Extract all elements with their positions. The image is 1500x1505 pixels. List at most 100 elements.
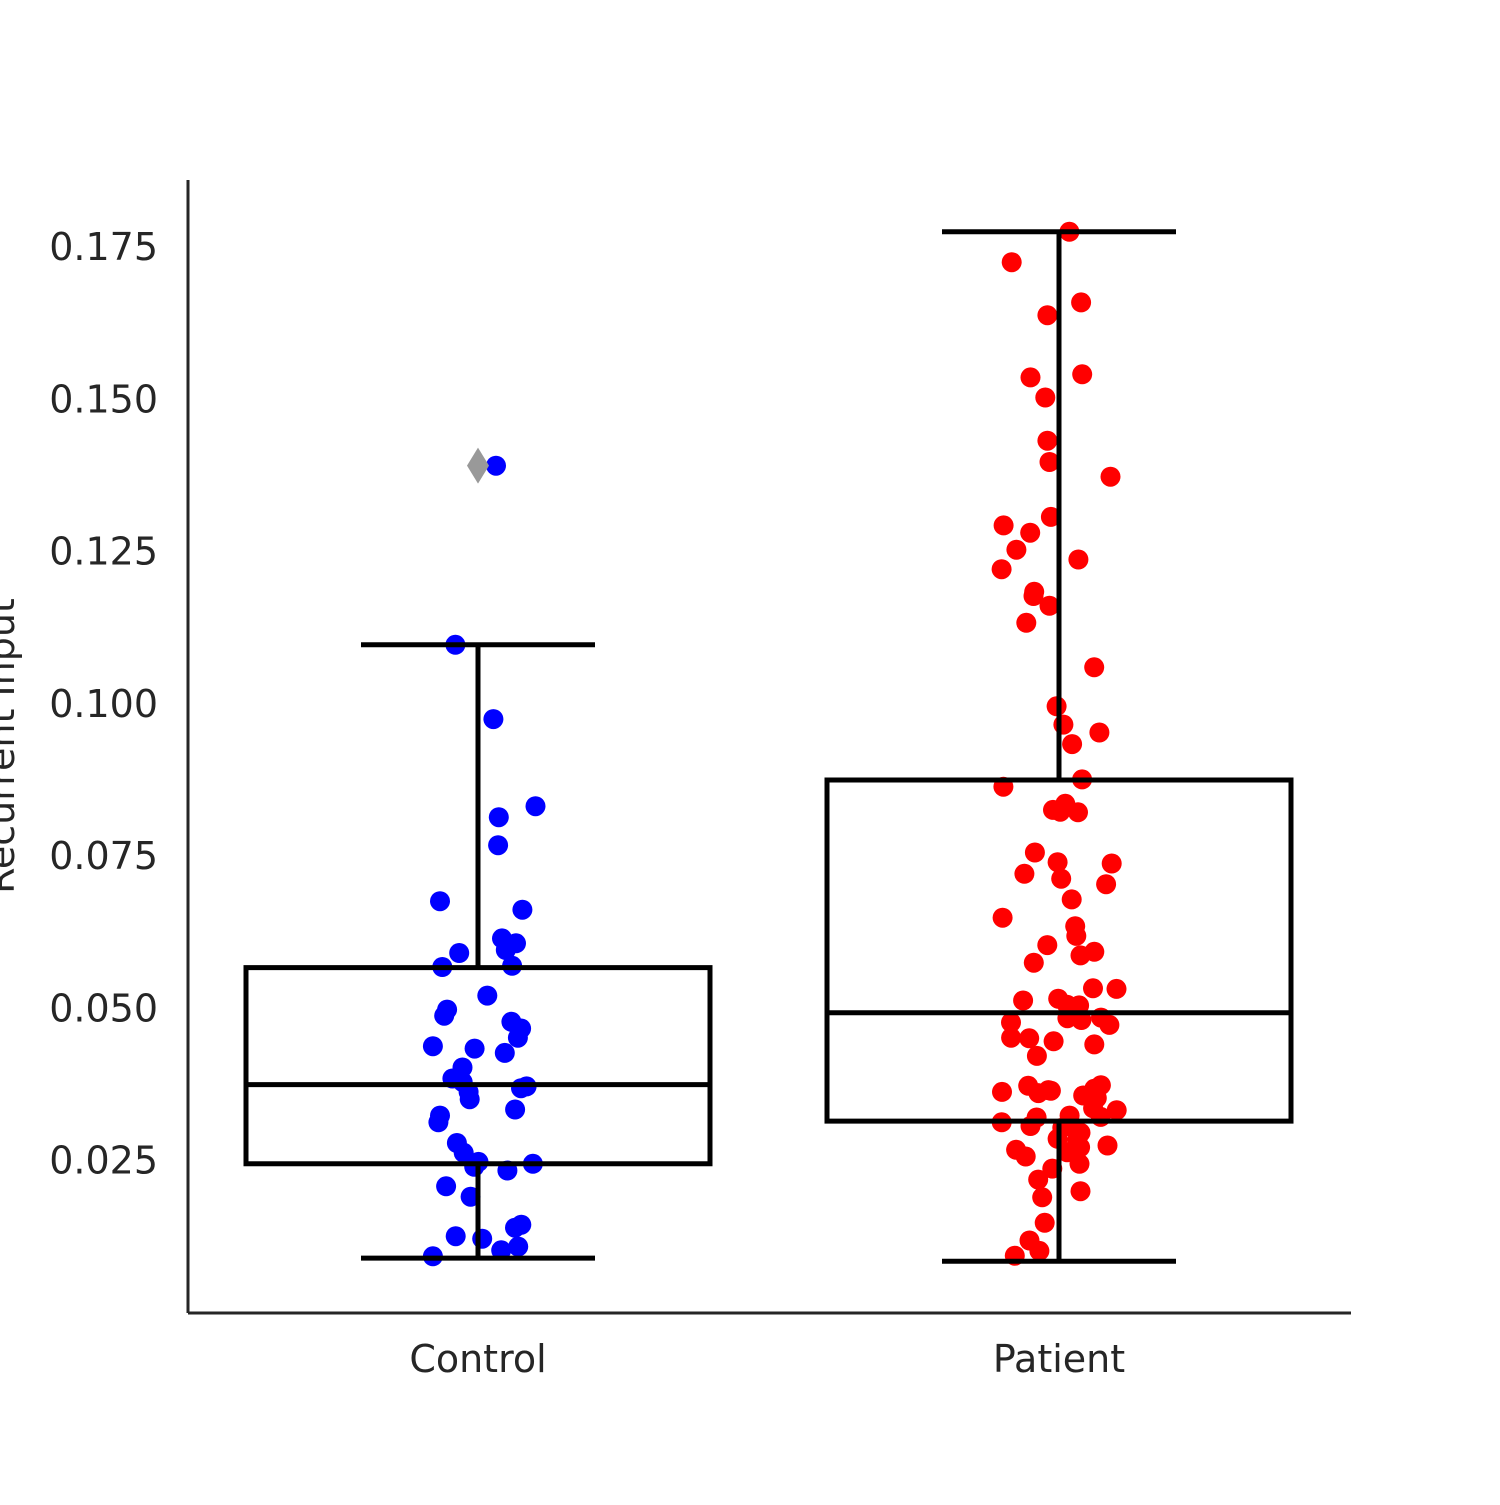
data-point-patient (1100, 466, 1121, 487)
data-point-control (488, 807, 509, 828)
data-point-control (477, 985, 498, 1006)
data-point-patient (1106, 1100, 1127, 1121)
data-point-patient (993, 515, 1014, 536)
data-points-layer (422, 221, 1127, 1267)
data-point-control (483, 709, 504, 730)
data-point-patient (1062, 734, 1083, 755)
data-point-patient (1028, 1083, 1049, 1104)
data-point-patient (1037, 430, 1058, 451)
outlier-marker-control (467, 447, 489, 484)
data-point-patient (1006, 539, 1027, 560)
data-point-patient (991, 559, 1012, 580)
data-point-patient (1024, 842, 1045, 863)
data-point-patient (1028, 1169, 1049, 1190)
data-point-patient (1037, 935, 1058, 956)
data-point-control (428, 1112, 449, 1133)
data-point-control (464, 1156, 485, 1177)
data-point-patient (992, 1081, 1012, 1102)
x-tick-label-control: Control (409, 1337, 546, 1381)
data-point-patient (1040, 506, 1061, 527)
data-point-patient (1014, 863, 1035, 884)
data-point-control (511, 1078, 531, 1099)
data-point-patient (1029, 1240, 1050, 1261)
data-point-patient (1020, 367, 1041, 388)
iqr-box-patient (824, 777, 1294, 1124)
data-point-patient (1039, 452, 1060, 472)
data-point-control (491, 1240, 512, 1261)
boxes-layer (243, 229, 1294, 1264)
data-point-control (525, 796, 546, 817)
data-point-control (505, 1099, 526, 1120)
data-point-patient (1035, 387, 1056, 408)
data-point-patient (1097, 1135, 1118, 1156)
data-point-patient (1070, 1181, 1091, 1202)
data-point-patient (1043, 1031, 1064, 1052)
data-point-patient (992, 907, 1013, 928)
x-ticks-layer: Control Patient (409, 1337, 1125, 1381)
data-point-control (495, 940, 516, 960)
data-point-patient (1019, 1028, 1040, 1049)
data-point-control (459, 1089, 480, 1110)
data-point-control (434, 1005, 455, 1026)
y-tick-label: 0.075 (49, 834, 158, 878)
data-point-control (488, 835, 509, 856)
data-point-patient (1096, 874, 1117, 895)
data-point-control (453, 1142, 474, 1163)
data-point-patient (1068, 549, 1089, 570)
data-point-patient (1050, 801, 1071, 822)
data-point-control (512, 899, 533, 920)
data-point-patient (1039, 595, 1060, 616)
data-point-patient (1032, 1187, 1053, 1208)
data-point-patient (1051, 868, 1072, 889)
data-point-patient (1016, 612, 1037, 633)
data-point-patient (1070, 945, 1091, 966)
data-point-patient (1026, 1045, 1047, 1066)
data-point-patient (1001, 1027, 1022, 1048)
data-point-patient (1083, 978, 1103, 999)
y-tick-label: 0.100 (49, 682, 158, 726)
data-point-patient (1013, 990, 1034, 1011)
data-point-patient (1099, 1014, 1120, 1035)
data-point-patient (1037, 305, 1058, 326)
y-ticks-layer: 0.025 0.050 0.075 0.100 0.125 0.150 0.175 (49, 225, 158, 1183)
data-point-patient (1061, 889, 1082, 910)
data-point-control (494, 1042, 515, 1063)
data-point-patient (1066, 925, 1087, 946)
data-point-control (472, 1228, 493, 1249)
data-point-control (449, 943, 470, 963)
data-point-control (464, 1038, 485, 1059)
axes-layer (186, 180, 1351, 1315)
data-point-patient (1001, 252, 1022, 273)
y-tick-label: 0.025 (49, 1139, 158, 1183)
data-point-control (505, 1217, 525, 1238)
data-point-patient (1023, 586, 1044, 606)
data-point-patient (1068, 802, 1088, 823)
data-point-patient (1053, 714, 1074, 735)
data-point-patient (1089, 722, 1110, 743)
data-point-patient (1069, 1153, 1090, 1174)
data-point-patient (1090, 1106, 1111, 1127)
data-point-patient (1084, 657, 1105, 678)
data-point-control (422, 1036, 443, 1057)
y-tick-label: 0.150 (49, 377, 158, 421)
y-tick-label: 0.050 (49, 986, 158, 1030)
data-point-patient (1034, 1212, 1055, 1233)
data-point-control (486, 455, 506, 476)
data-point-control (445, 1226, 466, 1247)
data-point-patient (1015, 1146, 1036, 1167)
data-point-patient (1106, 978, 1127, 999)
data-point-patient (1101, 853, 1122, 874)
iqr-box-control (243, 965, 713, 1167)
y-axis-title: Recurrent Input (0, 598, 23, 894)
data-point-patient (1072, 364, 1093, 385)
data-point-patient (1084, 1034, 1105, 1055)
data-point-control (507, 1027, 528, 1048)
data-point-control (430, 891, 450, 912)
data-point-patient (1020, 522, 1041, 543)
data-point-control (436, 1176, 457, 1197)
data-point-patient (1047, 852, 1068, 873)
data-point-patient (1023, 952, 1044, 973)
y-tick-label: 0.175 (49, 225, 158, 269)
